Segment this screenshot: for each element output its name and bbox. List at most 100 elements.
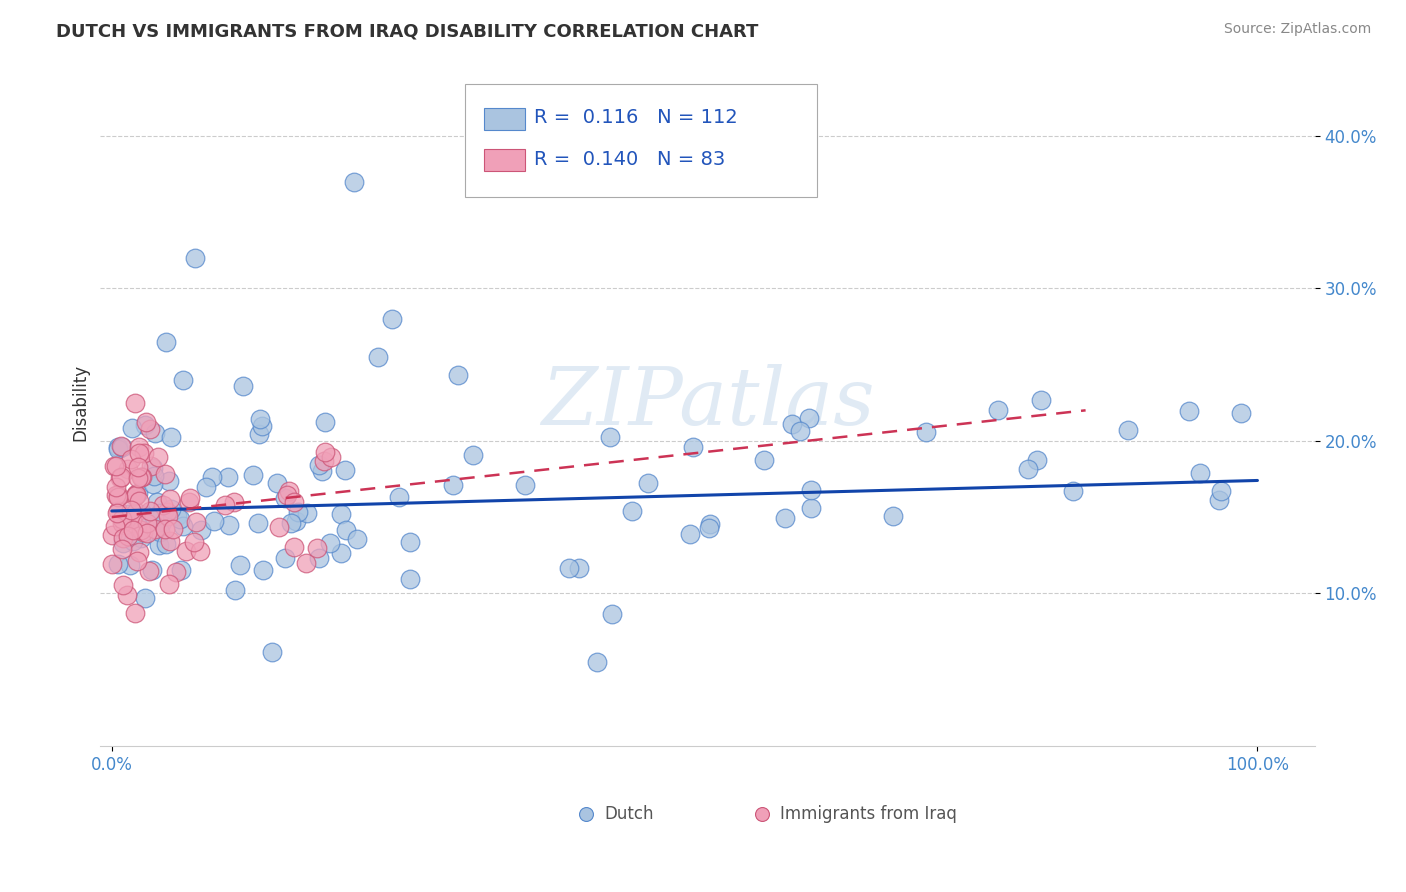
Point bbox=[283, 540, 305, 554]
Point bbox=[166, 508, 188, 523]
Point bbox=[153, 467, 176, 481]
Point bbox=[799, 410, 821, 425]
Point bbox=[513, 477, 536, 491]
Point bbox=[599, 429, 621, 443]
Point bbox=[127, 554, 149, 568]
Point bbox=[125, 486, 148, 500]
Point bbox=[314, 415, 336, 429]
Point bbox=[128, 446, 150, 460]
Point bbox=[318, 536, 340, 550]
Point bbox=[699, 521, 721, 535]
Point bbox=[105, 506, 128, 520]
Point bbox=[136, 525, 159, 540]
Point bbox=[679, 527, 702, 541]
Point bbox=[174, 543, 197, 558]
Point bbox=[143, 522, 166, 536]
Point bbox=[195, 480, 218, 494]
Point bbox=[127, 460, 149, 475]
Point bbox=[329, 507, 352, 521]
Point bbox=[165, 565, 187, 579]
Point bbox=[159, 430, 181, 444]
Point bbox=[107, 442, 129, 456]
Point bbox=[915, 425, 938, 439]
Point bbox=[1209, 484, 1232, 499]
Point bbox=[128, 545, 150, 559]
Point bbox=[131, 524, 153, 539]
Point bbox=[157, 474, 180, 488]
Point bbox=[111, 440, 134, 454]
Point bbox=[799, 483, 821, 497]
Point bbox=[987, 403, 1010, 417]
Point bbox=[441, 478, 464, 492]
Point bbox=[141, 563, 163, 577]
Point bbox=[1062, 483, 1084, 498]
Point bbox=[159, 533, 181, 548]
Point bbox=[283, 495, 305, 509]
Point bbox=[142, 476, 165, 491]
Point bbox=[122, 523, 145, 537]
Point bbox=[1029, 392, 1052, 407]
Point bbox=[329, 546, 352, 560]
Point bbox=[110, 470, 132, 484]
Point bbox=[1118, 423, 1140, 437]
Point bbox=[232, 379, 254, 393]
Point bbox=[105, 480, 128, 494]
Point bbox=[120, 503, 142, 517]
Point bbox=[1229, 406, 1251, 420]
Point bbox=[111, 578, 134, 592]
Point bbox=[134, 508, 156, 522]
Point bbox=[127, 471, 149, 485]
Point bbox=[1017, 462, 1039, 476]
Text: Source: ZipAtlas.com: Source: ZipAtlas.com bbox=[1223, 22, 1371, 37]
Point bbox=[139, 422, 162, 436]
Point bbox=[156, 505, 179, 519]
Point bbox=[169, 512, 191, 526]
Point bbox=[149, 506, 172, 520]
Point bbox=[177, 495, 200, 509]
Point bbox=[159, 502, 181, 516]
Point bbox=[1208, 492, 1230, 507]
Point bbox=[146, 495, 169, 509]
Point bbox=[172, 519, 194, 533]
Point bbox=[146, 450, 169, 464]
Point bbox=[558, 560, 581, 574]
Text: DUTCH VS IMMIGRANTS FROM IRAQ DISABILITY CORRELATION CHART: DUTCH VS IMMIGRANTS FROM IRAQ DISABILITY… bbox=[56, 22, 759, 40]
Point bbox=[104, 458, 127, 473]
Point bbox=[111, 542, 134, 557]
Point bbox=[157, 576, 180, 591]
Point bbox=[138, 564, 160, 578]
Point bbox=[190, 523, 212, 537]
Point bbox=[297, 506, 319, 520]
Point bbox=[131, 531, 153, 545]
Point bbox=[280, 516, 302, 530]
Point bbox=[789, 424, 811, 438]
Point bbox=[637, 475, 659, 490]
Point bbox=[142, 461, 165, 475]
Point bbox=[398, 572, 420, 586]
Point bbox=[152, 498, 174, 512]
Point bbox=[111, 535, 134, 549]
Point bbox=[274, 491, 297, 505]
Point bbox=[754, 453, 776, 467]
Point bbox=[134, 417, 156, 432]
Point bbox=[276, 488, 298, 502]
Point bbox=[124, 395, 146, 409]
Point bbox=[107, 503, 129, 517]
Point bbox=[586, 655, 609, 669]
Point bbox=[620, 504, 643, 518]
Point bbox=[139, 504, 162, 518]
Point bbox=[333, 463, 356, 477]
Point bbox=[104, 519, 127, 533]
Point bbox=[266, 475, 288, 490]
Point bbox=[214, 498, 236, 512]
Point bbox=[156, 509, 179, 524]
Point bbox=[202, 514, 225, 528]
Point bbox=[367, 350, 389, 364]
Point bbox=[311, 464, 333, 478]
Point bbox=[117, 462, 139, 476]
Point bbox=[142, 469, 165, 483]
Point bbox=[117, 529, 139, 543]
Point bbox=[388, 490, 411, 504]
Point bbox=[568, 561, 591, 575]
Point bbox=[343, 175, 366, 189]
